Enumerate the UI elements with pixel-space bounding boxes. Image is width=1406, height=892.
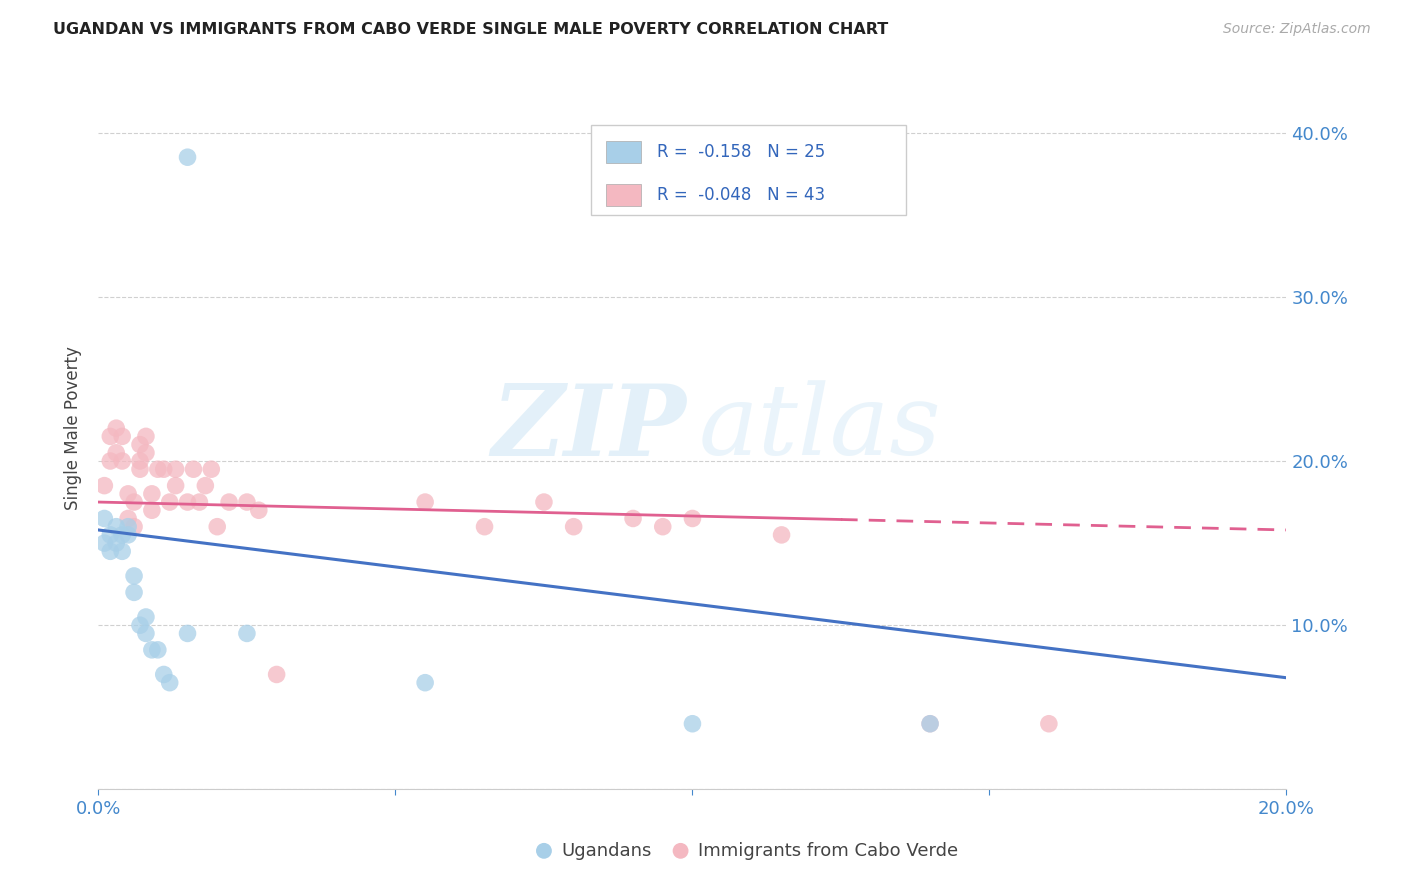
Point: [770, 528, 793, 542]
FancyBboxPatch shape: [606, 141, 641, 162]
FancyBboxPatch shape: [592, 125, 907, 215]
Text: R =  -0.158   N = 25: R = -0.158 N = 25: [657, 143, 825, 161]
Point: [141, 487, 163, 501]
Point: [122, 495, 145, 509]
Point: [135, 610, 157, 624]
Point: [266, 667, 288, 681]
Point: [152, 667, 174, 681]
Point: [159, 495, 181, 509]
Point: [129, 462, 152, 476]
Point: [129, 454, 152, 468]
Point: [218, 495, 240, 509]
Point: [200, 462, 222, 476]
Point: [176, 626, 198, 640]
Point: [122, 519, 145, 533]
Point: [117, 528, 139, 542]
Point: [93, 536, 115, 550]
Point: [117, 487, 139, 501]
Point: [129, 437, 152, 451]
Point: [194, 478, 217, 492]
Point: [105, 536, 128, 550]
Text: R =  -0.048   N = 43: R = -0.048 N = 43: [657, 186, 825, 204]
Point: [188, 495, 211, 509]
Point: [562, 519, 585, 533]
Point: [111, 544, 134, 558]
Point: [920, 716, 942, 731]
Point: [111, 429, 134, 443]
Text: UGANDAN VS IMMIGRANTS FROM CABO VERDE SINGLE MALE POVERTY CORRELATION CHART: UGANDAN VS IMMIGRANTS FROM CABO VERDE SI…: [53, 22, 889, 37]
Point: [159, 675, 181, 690]
Point: [141, 643, 163, 657]
Point: [105, 446, 128, 460]
Point: [135, 446, 157, 460]
Point: [247, 503, 270, 517]
Point: [98, 528, 121, 542]
Point: [681, 511, 703, 525]
Point: [122, 569, 145, 583]
Point: [98, 454, 121, 468]
Text: Ugandans: Ugandans: [562, 842, 652, 860]
Text: ZIP: ZIP: [492, 380, 686, 476]
Point: [413, 495, 436, 509]
Point: [165, 462, 187, 476]
Point: [176, 150, 198, 164]
Point: [533, 495, 555, 509]
Point: [236, 495, 259, 509]
Point: [176, 495, 198, 509]
FancyBboxPatch shape: [606, 185, 641, 206]
Point: [135, 626, 157, 640]
Point: [117, 519, 139, 533]
Y-axis label: Single Male Poverty: Single Male Poverty: [65, 346, 83, 510]
Point: [152, 462, 174, 476]
Point: [122, 585, 145, 599]
Point: [920, 716, 942, 731]
Text: Immigrants from Cabo Verde: Immigrants from Cabo Verde: [699, 842, 959, 860]
Point: [135, 429, 157, 443]
Text: Source: ZipAtlas.com: Source: ZipAtlas.com: [1223, 22, 1371, 37]
Point: [129, 618, 152, 632]
Point: [651, 519, 673, 533]
Point: [105, 421, 128, 435]
Point: [236, 626, 259, 640]
Point: [98, 429, 121, 443]
Point: [93, 511, 115, 525]
Point: [621, 511, 644, 525]
Point: [105, 519, 128, 533]
Point: [681, 716, 703, 731]
Point: [141, 503, 163, 517]
Point: [93, 478, 115, 492]
Point: [474, 519, 496, 533]
Point: [146, 643, 169, 657]
Point: [413, 675, 436, 690]
Point: [146, 462, 169, 476]
Point: [1038, 716, 1060, 731]
Point: [111, 454, 134, 468]
Point: [205, 519, 228, 533]
Text: atlas: atlas: [699, 381, 941, 475]
Point: [98, 544, 121, 558]
Point: [183, 462, 205, 476]
Point: [165, 478, 187, 492]
Point: [111, 528, 134, 542]
Point: [117, 511, 139, 525]
